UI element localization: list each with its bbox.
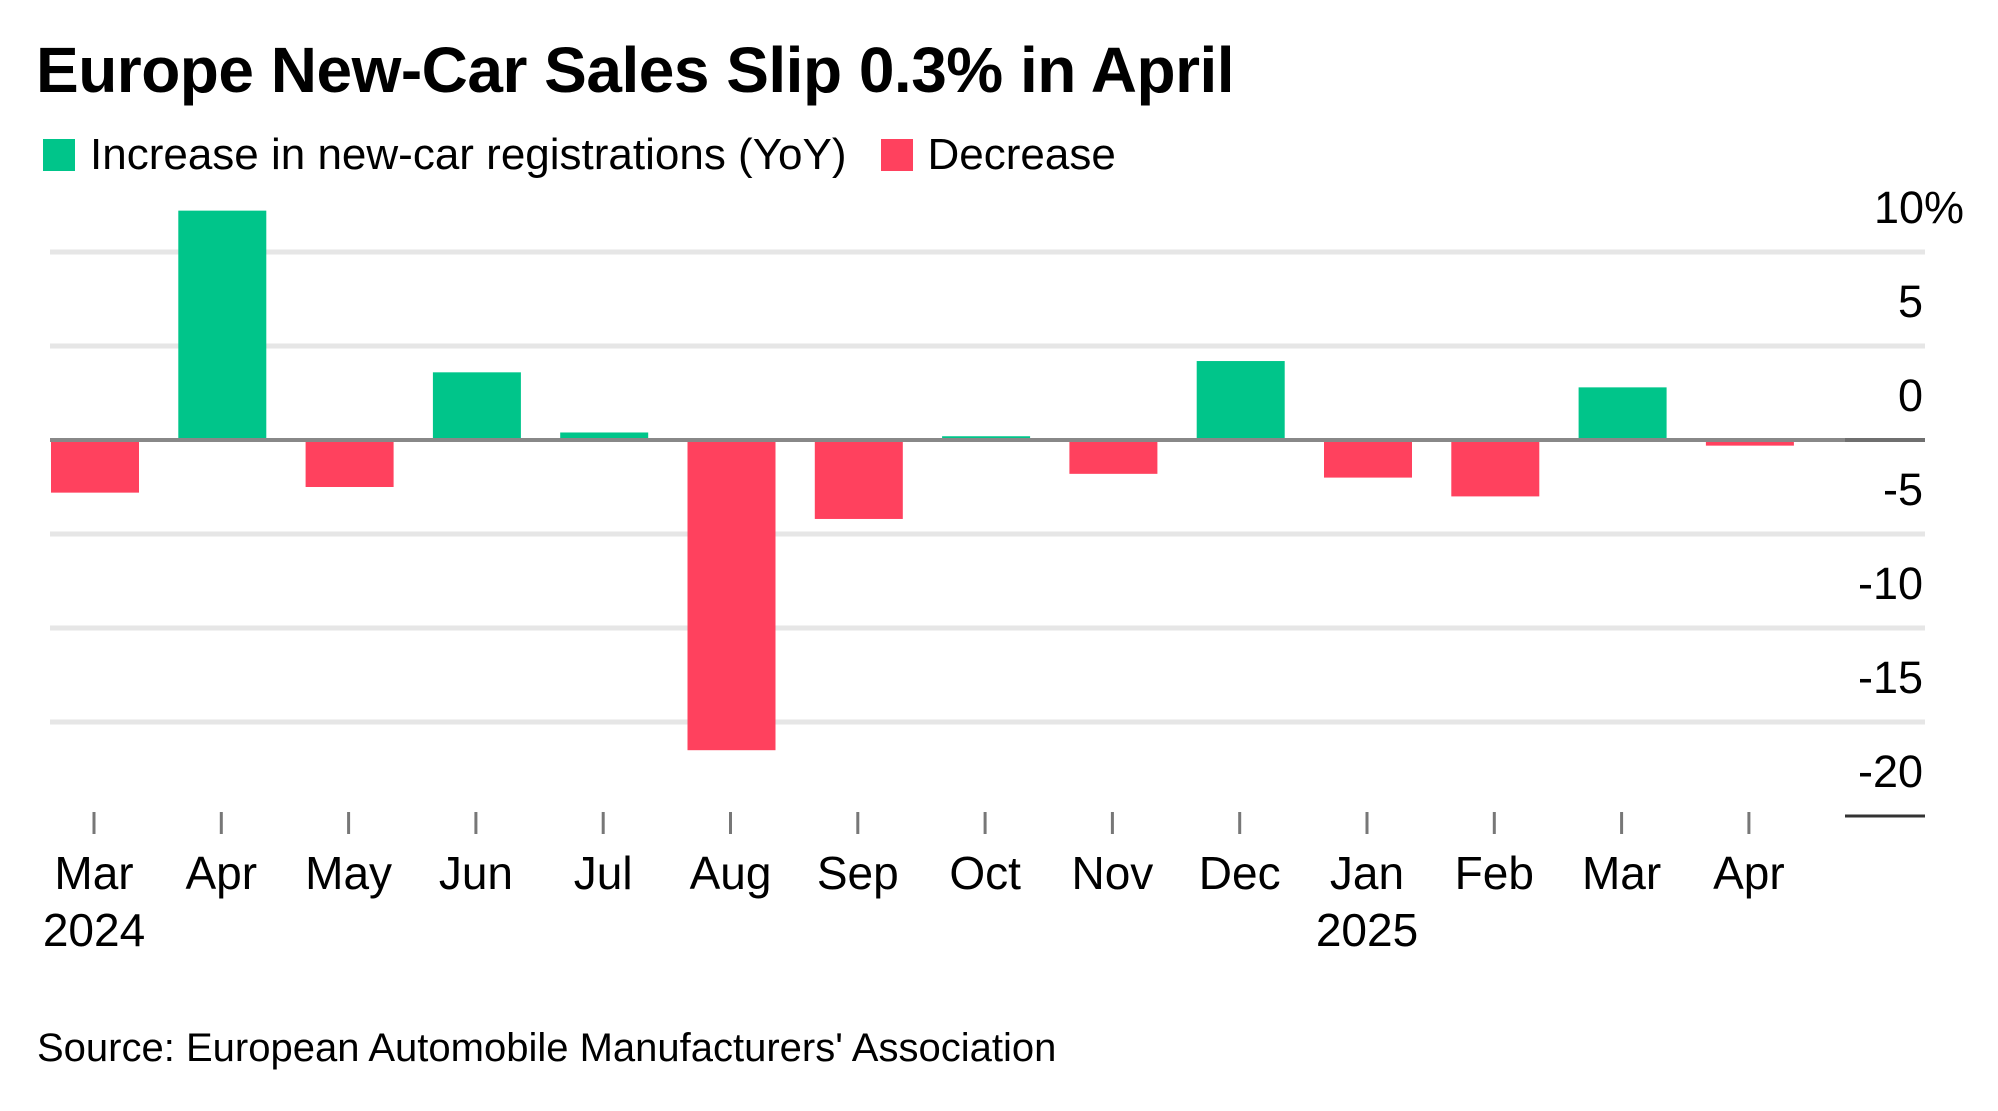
legend-label-decrease: Decrease bbox=[927, 130, 1116, 179]
x-tick-label-month: Oct bbox=[949, 847, 1021, 899]
x-tick-label-month: Sep bbox=[817, 847, 899, 899]
y-tick-label: 5 bbox=[1898, 276, 1923, 327]
y-tick-label: -20 bbox=[1858, 746, 1923, 797]
bar-decrease bbox=[1705, 440, 1794, 446]
legend-item-decrease: Decrease bbox=[880, 130, 1116, 179]
legend: Increase in new-car registrations (YoY) … bbox=[43, 133, 1150, 177]
x-tick-label-month: Apr bbox=[186, 847, 258, 899]
bar-decrease bbox=[1451, 440, 1540, 497]
legend-swatch-increase bbox=[43, 139, 75, 171]
legend-swatch-decrease bbox=[880, 139, 913, 171]
x-tick-label-year: 2025 bbox=[1316, 904, 1418, 956]
y-tick-label: -15 bbox=[1858, 652, 1923, 703]
bar-increase bbox=[432, 372, 521, 440]
gridlines bbox=[50, 249, 1925, 818]
y-tick-label: 0 bbox=[1898, 370, 1923, 421]
x-tick-label-month: Jul bbox=[574, 847, 633, 899]
y-tick-label: -5 bbox=[1883, 464, 1923, 515]
x-tick-label-month: May bbox=[305, 847, 392, 899]
source-note: Source: European Automobile Manufacturer… bbox=[37, 1026, 1057, 1070]
y-tick-label: 10% bbox=[1874, 182, 1964, 233]
x-tick-label-year: 2024 bbox=[43, 904, 145, 956]
bars bbox=[51, 210, 1794, 751]
bar-decrease bbox=[687, 440, 776, 751]
x-tick-label-month: Aug bbox=[690, 847, 772, 899]
bar-increase bbox=[1578, 387, 1667, 440]
bar-decrease bbox=[1069, 440, 1158, 474]
x-tick-label-month: Dec bbox=[1199, 847, 1281, 899]
y-tick-label: -10 bbox=[1858, 558, 1923, 609]
y-axis-labels: 10% 5 0 -5 -10 -15 -20 bbox=[1858, 182, 1964, 797]
x-tick-label-month: Jan bbox=[1330, 847, 1404, 899]
x-tick-label-month: Apr bbox=[1713, 847, 1785, 899]
legend-item-increase: Increase in new-car registrations (YoY) bbox=[43, 133, 847, 177]
bar-decrease bbox=[51, 440, 139, 493]
legend-label-increase: Increase in new-car registrations (YoY) bbox=[90, 130, 847, 179]
x-tick-label-month: Nov bbox=[1071, 847, 1153, 899]
x-tick-label-month: Mar bbox=[1582, 847, 1661, 899]
x-tick-label-month: Feb bbox=[1455, 847, 1534, 899]
bar-decrease bbox=[305, 440, 394, 487]
bar-increase bbox=[560, 432, 649, 440]
bar-increase bbox=[178, 210, 267, 440]
bar-decrease bbox=[1324, 440, 1412, 478]
bar-decrease bbox=[814, 440, 903, 519]
x-tick-label-month: Jun bbox=[439, 847, 513, 899]
chart-title: Europe New-Car Sales Slip 0.3% in April bbox=[36, 34, 1235, 106]
bar-increase bbox=[1196, 361, 1285, 440]
x-tick-label-month: Mar bbox=[54, 847, 133, 899]
